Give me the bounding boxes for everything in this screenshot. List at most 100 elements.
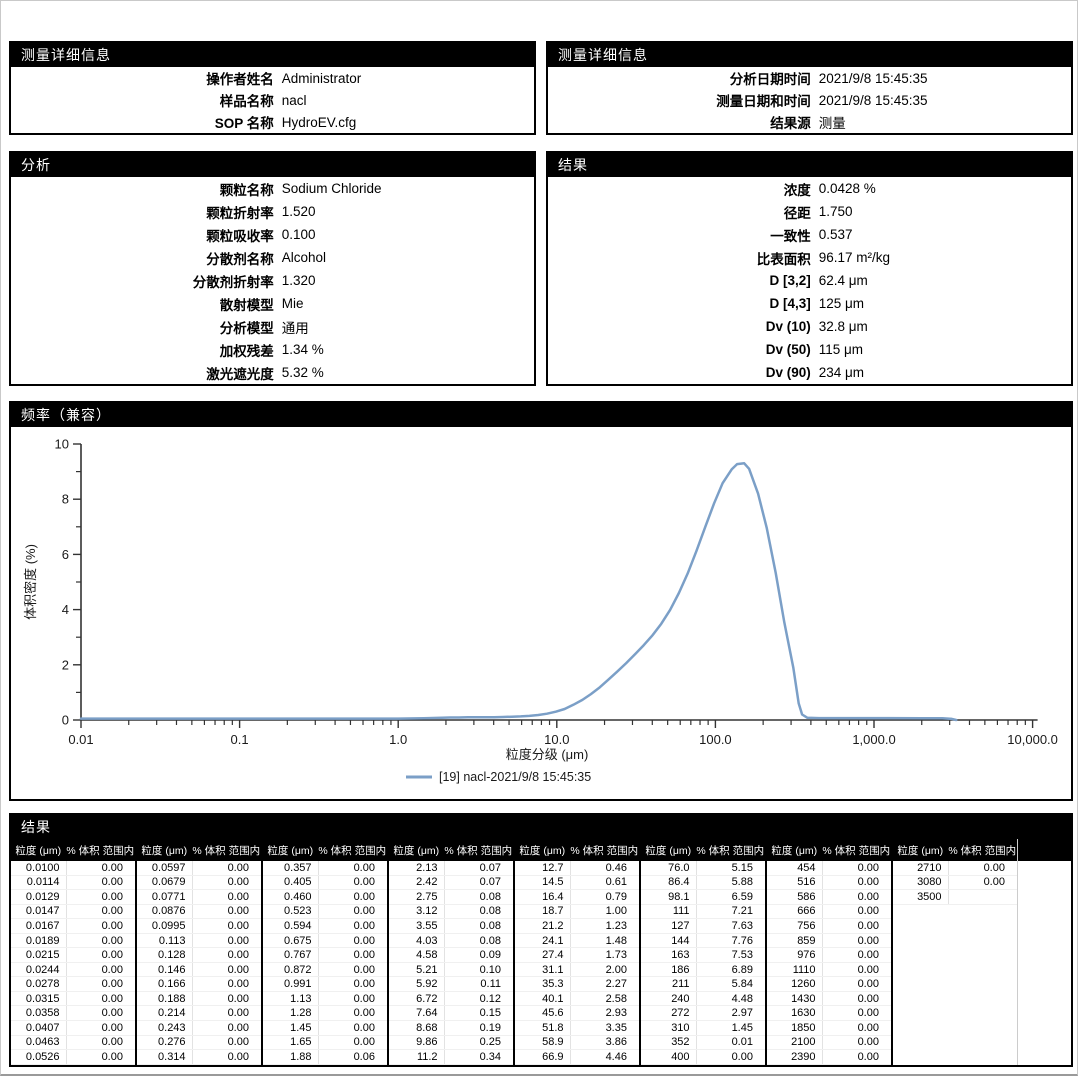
size-cell: 0.0147 [25, 905, 60, 918]
size-cell: 0.0771 [151, 890, 186, 903]
volume-cell: 0.00 [821, 1035, 891, 1050]
table-row: 6.72 0.12 [389, 991, 513, 1007]
size-cell: 9.86 [416, 1036, 438, 1049]
size-cell: 1.45 [290, 1021, 312, 1034]
results-table: 粒度 (μm)% 体积 范围内 0.0100 0.00 0.0114 0.00 0.012… [11, 839, 1071, 1065]
info-label: 颗粒名称 [219, 182, 274, 198]
table-row: 0.0147 0.00 [11, 904, 135, 920]
table-row: 163 7.53 [641, 948, 765, 963]
y-axis-title: 体积密度 (%) [23, 544, 38, 620]
info-value: 1.320 [281, 273, 316, 288]
size-cell: 1430 [791, 992, 816, 1005]
table-column-group: 粒度 (μm) % 体积 范围内 454 0.00 516 0.00 586 0.00 666 0… [767, 839, 893, 1065]
size-cell: 127 [671, 919, 690, 932]
info-label: 加权残差 [219, 343, 274, 359]
volume-cell: 3.35 [569, 1021, 639, 1035]
size-cell: 0.0129 [25, 890, 60, 903]
size-cell: 2710 [917, 861, 942, 874]
table-row: 2.42 0.07 [389, 875, 513, 891]
volume-column-header: % 体积 范围内 [948, 844, 1017, 857]
volume-cell: 0.12 [443, 991, 513, 1006]
info-label: Dv (90) [765, 365, 811, 380]
table-row: 1430 0.00 [767, 991, 891, 1007]
table-group-header [1018, 839, 1071, 861]
info-row: 分散剂折射率 1.320 [11, 269, 534, 292]
info-value: 测量 [818, 116, 846, 131]
info-value: 2021/9/8 15:45:35 [818, 70, 928, 86]
volume-column-header: % 体积 范围内 [318, 844, 387, 857]
info-row: D [3,2] 62.4 μm [548, 269, 1071, 292]
volume-cell: 0.00 [317, 933, 387, 948]
volume-cell: 5.88 [695, 875, 765, 890]
size-cell: 0.0315 [25, 992, 60, 1005]
table-row: 0.0771 0.00 [137, 890, 261, 905]
size-cell: 352 [671, 1036, 690, 1049]
table-row: 2710 0.00 [893, 861, 1017, 876]
size-cell: 1110 [792, 963, 816, 976]
size-cell: 11.2 [416, 1050, 438, 1063]
volume-cell: 0.00 [65, 904, 135, 919]
info-value: 96.17 m²/kg [818, 250, 891, 265]
volume-cell: 0.79 [569, 890, 639, 904]
size-cell: 0.523 [284, 905, 312, 918]
size-cell: 98.1 [668, 890, 690, 903]
size-cell: 111 [672, 905, 690, 918]
volume-cell: 0.00 [317, 1006, 387, 1021]
volume-cell: 0.00 [65, 933, 135, 948]
volume-cell: 7.21 [695, 904, 765, 919]
size-cell: 45.6 [542, 1007, 564, 1020]
size-cell: 0.314 [158, 1050, 186, 1063]
table-row: 4.03 0.08 [389, 933, 513, 949]
size-cell: 0.243 [158, 1021, 186, 1034]
table-row: 0.405 0.00 [263, 875, 387, 891]
table-title: 结果 [11, 815, 1071, 839]
size-cell: 0.675 [284, 934, 312, 947]
table-row: 352 0.01 [641, 1035, 765, 1051]
table-row: 310 1.45 [641, 1021, 765, 1036]
volume-cell: 0.00 [821, 875, 891, 890]
size-cell: 859 [797, 934, 816, 947]
table-row: 0.113 0.00 [137, 933, 261, 949]
table-row: 0.188 0.00 [137, 991, 261, 1007]
info-label: Dv (50) [765, 342, 811, 357]
volume-cell: 1.48 [569, 933, 639, 948]
info-label: 浓度 [783, 182, 811, 198]
volume-column-header: % 体积 范围内 [822, 844, 891, 857]
info-value: 125 μm [818, 296, 865, 311]
size-cell: 31.1 [542, 963, 564, 976]
size-cell: 4.58 [416, 949, 438, 962]
table-row: 1850 0.00 [767, 1021, 891, 1036]
volume-cell: 0.61 [569, 875, 639, 890]
table-row: 666 0.00 [767, 904, 891, 920]
size-column-header: 粒度 (μm) [645, 844, 692, 857]
volume-cell: 2.27 [569, 977, 639, 991]
size-cell: 0.0526 [25, 1050, 60, 1063]
info-row: 散射模型 Mie [11, 292, 534, 315]
chart-title: 频率（兼容） [11, 403, 1071, 427]
table-row: 3.12 0.08 [389, 904, 513, 920]
volume-cell: 1.23 [569, 919, 639, 933]
volume-cell: 0.00 [191, 1050, 261, 1064]
info-value: 115 μm [818, 342, 864, 357]
volume-cell: 2.93 [569, 1006, 639, 1021]
size-cell: 0.872 [284, 963, 312, 976]
panel-results-table: 结果 粒度 (μm)% 体积 范围内 0.0100 0.00 0.0114 0.00 0.… [9, 813, 1073, 1067]
info-value: Sodium Chloride [281, 181, 382, 196]
volume-cell: 0.00 [695, 1050, 765, 1064]
table-row: 12.7 0.46 [515, 861, 639, 876]
volume-cell: 0.00 [821, 890, 891, 904]
volume-cell: 0.00 [947, 875, 1017, 890]
volume-cell: 0.00 [821, 904, 891, 919]
size-cell: 4.03 [416, 934, 438, 947]
volume-cell: 0.08 [443, 890, 513, 904]
volume-cell: 0.09 [443, 948, 513, 962]
table-row: 516 0.00 [767, 875, 891, 891]
table-row: 2390 0.00 [767, 1050, 891, 1065]
info-value: HydroEV.cfg [281, 114, 357, 130]
table-row: 2.75 0.08 [389, 890, 513, 905]
table-row: 1260 0.00 [767, 977, 891, 992]
size-cell: 240 [671, 992, 690, 1005]
volume-cell: 0.46 [569, 861, 639, 875]
size-cell: 0.0995 [151, 919, 186, 932]
